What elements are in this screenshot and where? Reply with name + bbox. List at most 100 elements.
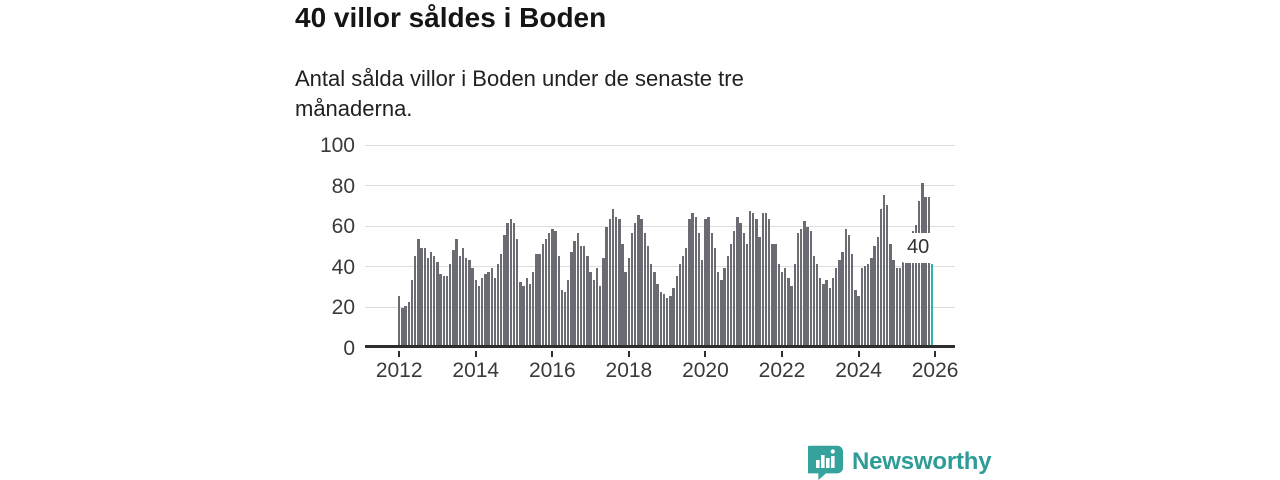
bar-month: [461, 247, 465, 345]
bar-month: [573, 241, 576, 345]
x-axis-label-2020: 2020: [682, 359, 729, 382]
plot-area: 0 20 40 60 80 100 2012 2014 2016 2018 2020 2022 2024…: [320, 135, 959, 382]
y-axis-label-60: 60: [331, 215, 355, 239]
bar-month: [583, 245, 586, 345]
bar-month: [882, 194, 886, 345]
bar-month: [598, 286, 602, 345]
bar-month: [812, 255, 816, 345]
bar-month: [646, 245, 650, 345]
bar-month: [458, 255, 461, 345]
bar-month: [729, 243, 733, 345]
bar-month: [841, 251, 844, 345]
y-axis-label-20: 20: [331, 296, 355, 320]
gridline-y-40: [365, 266, 955, 268]
bar-month: [914, 225, 918, 345]
bar-month: [500, 253, 503, 345]
bar-month: [710, 233, 713, 345]
bar-month: [873, 245, 876, 345]
bar-month: [847, 235, 851, 345]
bar-month: [854, 290, 857, 345]
bar-month: [678, 263, 682, 345]
bar-month: [496, 263, 500, 345]
x-axis-tick-2012: [398, 351, 401, 357]
bar-month: [608, 219, 611, 345]
bar-month: [796, 233, 800, 345]
bar-month: [474, 280, 477, 345]
bar-month: [439, 273, 442, 345]
bar-month: [516, 239, 519, 345]
bar-month: [761, 213, 765, 345]
bar-month: [917, 200, 921, 345]
bar-month: [433, 255, 436, 345]
bar-month: [799, 229, 803, 345]
bar-month: [701, 259, 704, 345]
bar-month: [554, 231, 557, 345]
bar-month: [825, 280, 828, 345]
bar-month: [637, 215, 640, 345]
bar-month: [627, 257, 631, 345]
bar-month: [681, 255, 685, 345]
x-axis-label-2024: 2024: [835, 359, 882, 382]
bar-month: [656, 284, 659, 345]
gridline-y-80: [365, 185, 955, 187]
bar-month: [726, 255, 729, 345]
bar-month: [755, 219, 758, 345]
bar-month: [787, 278, 790, 345]
bar-month: [662, 294, 666, 345]
x-axis-tick-2018: [627, 351, 630, 357]
bar-month: [487, 271, 490, 345]
bar-month: [780, 271, 784, 345]
bar-month: [410, 280, 414, 345]
x-axis-label-2012: 2012: [375, 359, 423, 382]
bar-month: [634, 223, 637, 345]
bar-month: [653, 271, 656, 345]
bar-month: [774, 243, 777, 345]
bar-month: [567, 280, 570, 345]
bar-month: [752, 213, 755, 345]
bar-month: [697, 233, 701, 345]
bar-month: [777, 263, 780, 345]
bar-month: [605, 227, 608, 345]
x-axis-label-2018: 2018: [605, 359, 653, 382]
bar-month: [685, 247, 688, 345]
bar-month: [908, 233, 911, 345]
bar-month: [640, 219, 643, 345]
bar-month: [506, 223, 509, 345]
x-axis-label-2022: 2022: [758, 359, 806, 382]
bar-month: [525, 278, 528, 345]
bar-month: [522, 286, 525, 345]
gridline-y-60: [365, 225, 955, 227]
bar-month: [713, 247, 717, 345]
bar-month: [828, 288, 832, 345]
bar-month: [790, 286, 793, 345]
x-axis-tick-2016: [551, 351, 554, 357]
bar-month: [541, 243, 544, 345]
bar-month: [452, 249, 455, 345]
bar-month: [886, 204, 889, 345]
bar-month: [892, 259, 895, 345]
bar-month: [611, 209, 615, 345]
bar-month: [815, 263, 819, 345]
bar-month: [783, 267, 787, 345]
bar-month: [835, 267, 838, 345]
bar-month: [436, 261, 439, 345]
bar-month: [691, 213, 694, 345]
bar-month: [407, 302, 410, 345]
newsworthy-wordmark: Newsworthy: [852, 447, 992, 475]
bar-month: [579, 245, 583, 345]
bar-month: [758, 237, 761, 345]
bar-month: [924, 196, 927, 345]
bar-month: [898, 267, 902, 345]
x-axis-tick-2024: [857, 351, 860, 357]
x-axis-tick-2026: [934, 351, 937, 357]
bar-month: [742, 233, 745, 345]
bar-month: [879, 209, 883, 345]
bar-month: [902, 251, 905, 345]
bar-month: [650, 263, 653, 345]
y-axis-label-0: 0: [343, 337, 355, 360]
bar-month: [822, 284, 825, 345]
bar-month: [563, 292, 567, 345]
bar-month: [614, 217, 618, 345]
bar-month: [739, 223, 742, 345]
